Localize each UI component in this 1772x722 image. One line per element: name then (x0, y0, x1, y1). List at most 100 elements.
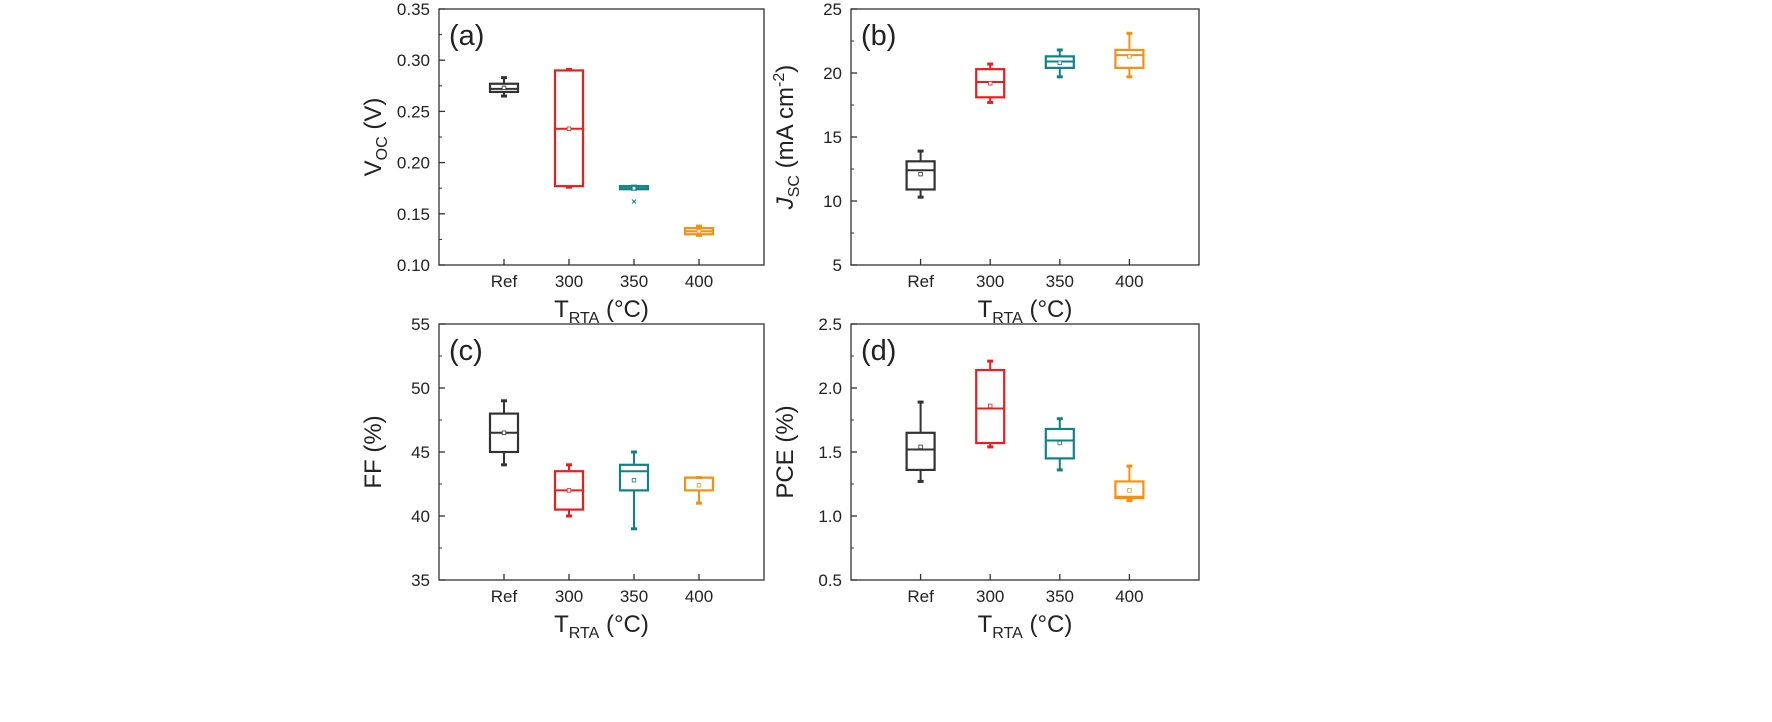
x-tick-label: Ref (491, 272, 518, 291)
mean-marker (1057, 440, 1062, 446)
y-axis-label: PCE (%) (772, 405, 799, 498)
y-tick-label: 1.0 (818, 507, 842, 526)
box-iqr (1114, 480, 1145, 500)
panel-c: 35 40 45 50 55 Ref 300 350 400 (c) TRTA (°C) FF (%) (360, 315, 765, 642)
box-400 (1114, 464, 1145, 503)
outlier-marker (631, 199, 637, 204)
y-tick-label: 0.5 (818, 571, 842, 590)
panel-a: 0.10 0.15 0.20 0.25 0.30 0.35 Ref 300 350 400 (a) T… (360, 0, 765, 327)
x-tick-label: 300 (555, 587, 583, 606)
box-iqr (975, 68, 1006, 99)
mean-marker (918, 171, 923, 177)
x-tick-label: 400 (685, 587, 713, 606)
y-tick-label: 25 (823, 0, 842, 19)
mean-marker (501, 430, 507, 435)
x-axis-label: TRTA (°C) (978, 296, 1073, 327)
x-tick-label: 350 (620, 272, 648, 291)
box-400 (683, 224, 715, 237)
y-axis-label: JSC (mA cm-2) (771, 65, 803, 210)
y-tick-label: 35 (411, 571, 430, 590)
x-axis-label: TRTA (°C) (554, 296, 649, 327)
mean-marker (918, 444, 923, 450)
y-tick-label: 1.5 (818, 443, 842, 462)
box-iqr (488, 82, 520, 94)
mean-marker (696, 229, 702, 234)
x-tick-label: 350 (1046, 272, 1074, 291)
box-ref (488, 76, 520, 98)
mean-marker (566, 126, 572, 132)
box-350 (618, 184, 650, 204)
y-tick-label: 0.20 (397, 154, 430, 173)
x-tick-label: 400 (685, 272, 713, 291)
plot-frame (850, 8, 1200, 266)
y-tick-label: 10 (823, 192, 842, 211)
box-400 (1114, 31, 1145, 79)
box-300 (975, 359, 1006, 449)
y-tick-label: 2.0 (818, 379, 842, 398)
box-350 (1044, 48, 1075, 79)
mean-marker (501, 85, 507, 91)
mean-marker (988, 81, 993, 86)
box-350 (618, 450, 650, 531)
box-iqr (618, 463, 650, 492)
box-300 (553, 463, 585, 518)
panel-b: 5 10 15 20 25 Ref 300 350 400 (b) TRTA (°C) JSC (mA… (771, 0, 1200, 327)
y-tick-label: 20 (823, 64, 842, 83)
x-tick-label: Ref (907, 272, 934, 291)
box-iqr (905, 431, 936, 472)
y-tick-label: 50 (411, 379, 430, 398)
mean-marker (988, 403, 993, 409)
x-tick-label: 300 (976, 587, 1004, 606)
box-ref (905, 400, 936, 483)
y-axis-label: VOC (V) (360, 98, 391, 177)
plot-frame (438, 323, 765, 581)
mean-marker (1127, 54, 1132, 59)
x-tick-label: 350 (1046, 587, 1074, 606)
x-tick-label: 400 (1115, 587, 1143, 606)
x-tick-label: Ref (491, 587, 518, 606)
y-tick-label: 15 (823, 128, 842, 147)
y-tick-label: 0.15 (397, 205, 430, 224)
y-tick-label: 0.30 (397, 51, 430, 70)
y-tick-label: 40 (411, 507, 430, 526)
y-tick-label: 45 (411, 443, 430, 462)
mean-marker (566, 488, 572, 493)
x-axis-label: TRTA (°C) (978, 611, 1073, 642)
mean-marker (696, 483, 702, 488)
y-axis-label: FF (%) (360, 415, 387, 488)
y-tick-label: 0.35 (397, 0, 430, 19)
panel-label: (d) (861, 335, 896, 367)
plot-frame (438, 8, 765, 266)
panel-d: 0.5 1.0 1.5 2.0 2.5 Ref 300 350 400 (d) TRTA (°C) P… (772, 315, 1200, 642)
box-iqr (1114, 48, 1145, 69)
box-iqr (1044, 427, 1075, 460)
x-tick-label: 300 (555, 272, 583, 291)
x-tick-label: 400 (1115, 272, 1143, 291)
x-tick-label: 350 (620, 587, 648, 606)
y-tick-label: 0.25 (397, 102, 430, 121)
x-tick-label: 300 (976, 272, 1004, 291)
box-300 (553, 67, 585, 189)
mean-marker (631, 185, 637, 191)
plot-frame (850, 323, 1200, 581)
y-tick-label: 2.5 (818, 315, 842, 334)
box-ref (488, 399, 520, 467)
box-iqr (975, 368, 1006, 445)
box-ref (905, 149, 936, 199)
y-tick-label: 0.10 (397, 256, 430, 275)
y-tick-label: 5 (833, 256, 842, 275)
box-300 (975, 62, 1006, 104)
box-400 (683, 476, 715, 505)
mean-marker (1057, 60, 1062, 65)
x-axis-label: TRTA (°C) (554, 611, 649, 642)
y-tick-label: 55 (411, 315, 430, 334)
mean-marker (1127, 488, 1132, 493)
x-tick-label: Ref (907, 587, 934, 606)
panel-label: (a) (449, 20, 484, 52)
box-350 (1044, 417, 1075, 472)
panel-label: (c) (449, 335, 483, 367)
panel-label: (b) (861, 20, 896, 52)
box-iqr (905, 160, 936, 191)
